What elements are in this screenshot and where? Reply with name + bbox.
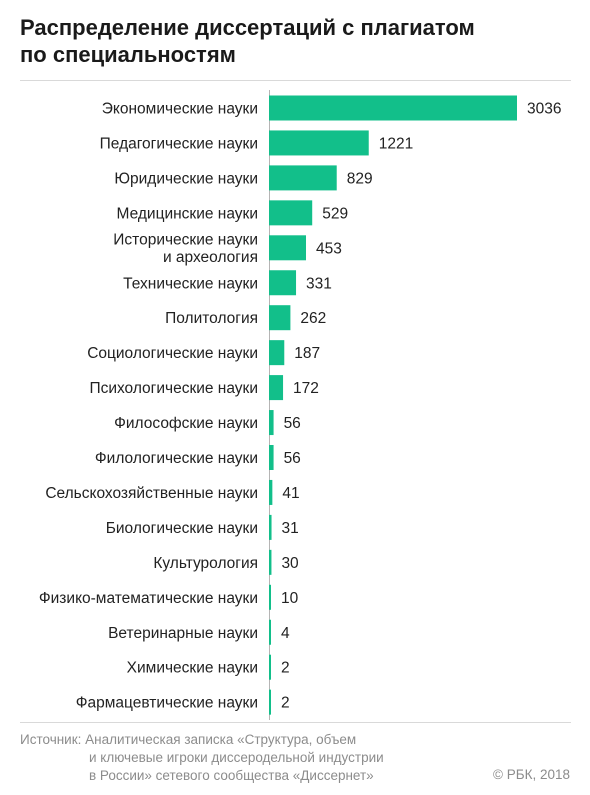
- category-label-7: Социологические науки: [87, 345, 258, 362]
- bar-1: [269, 130, 369, 156]
- category-label-17: Фармацевтические науки: [76, 695, 258, 712]
- top-divider: [20, 80, 571, 81]
- bar-7: [269, 340, 285, 366]
- category-label-5: Технические науки: [123, 275, 258, 292]
- bar-3: [269, 200, 313, 226]
- value-label-1: 1221: [379, 135, 413, 152]
- category-label-1: Педагогические науки: [100, 135, 258, 152]
- value-label-9: 56: [284, 415, 301, 432]
- bar-14: [269, 584, 271, 610]
- value-label-3: 529: [322, 205, 348, 222]
- bar-12: [269, 514, 272, 540]
- category-label-4: Исторические науки и археология: [113, 232, 258, 266]
- bar-17: [269, 689, 271, 715]
- chart-title-line-1: Распределение диссертаций с плагиатом: [20, 15, 475, 40]
- value-label-5: 331: [306, 275, 332, 292]
- value-label-6: 262: [300, 310, 326, 327]
- value-label-10: 56: [284, 450, 301, 467]
- value-label-14: 10: [281, 590, 299, 607]
- category-label-16: Химические науки: [127, 660, 258, 677]
- value-label-15: 4: [281, 625, 290, 642]
- bar-8: [269, 375, 284, 401]
- source-note: Источник: Аналитическая записка «Структу…: [20, 731, 450, 785]
- bar-5: [269, 270, 297, 296]
- source-prefix: Источник:: [20, 732, 82, 747]
- source-line-1: Аналитическая записка «Структура, объем: [85, 732, 357, 747]
- category-label-15: Ветеринарные науки: [108, 625, 258, 642]
- category-label-8: Психологические науки: [89, 380, 258, 397]
- chart-title: Распределение диссертаций с плагиатом по…: [20, 14, 580, 68]
- category-label-2: Юридические науки: [114, 170, 258, 187]
- value-label-13: 30: [281, 555, 299, 572]
- bar-chart: 3036 Экономические науки 1221 Педагогически…: [39, 90, 561, 720]
- category-label-3: Медицинские науки: [117, 205, 258, 222]
- category-label-12: Биологические науки: [106, 520, 258, 537]
- category-label-0: Экономические науки: [102, 101, 258, 118]
- value-label-0: 3036: [527, 101, 561, 118]
- bar-15: [269, 619, 271, 645]
- value-label-16: 2: [281, 660, 290, 677]
- value-label-11: 41: [282, 485, 299, 502]
- chart-title-line-2: по специальностям: [20, 42, 236, 67]
- bar-4: [269, 235, 307, 261]
- bar-16: [269, 654, 271, 680]
- category-label-14: Физико-математические науки: [39, 590, 258, 607]
- category-label-10: Филологические науки: [95, 450, 258, 467]
- value-label-8: 172: [293, 380, 319, 397]
- category-label-11: Сельскохозяйственные науки: [45, 485, 258, 502]
- bottom-divider: [20, 722, 571, 723]
- value-label-7: 187: [294, 345, 320, 362]
- category-label-13: Культурология: [153, 555, 258, 572]
- bar-0: [269, 95, 517, 121]
- category-label-9: Философские науки: [114, 415, 258, 432]
- value-label-17: 2: [281, 695, 290, 712]
- bar-6: [269, 305, 291, 331]
- bar-13: [269, 549, 272, 575]
- source-line-2: и ключевые игроки диссеродельной индустр…: [89, 750, 384, 765]
- bar-10: [269, 445, 274, 470]
- bar-2: [269, 165, 337, 191]
- bar-11: [269, 479, 273, 505]
- value-label-2: 829: [347, 170, 373, 187]
- bar-9: [269, 410, 274, 436]
- category-label-6: Политология: [165, 310, 258, 327]
- value-label-4: 453: [316, 240, 342, 257]
- value-label-12: 31: [282, 520, 299, 537]
- copyright-credit: © РБК, 2018: [493, 767, 570, 782]
- source-line-3: в России» сетевого сообщества «Диссернет…: [89, 768, 374, 783]
